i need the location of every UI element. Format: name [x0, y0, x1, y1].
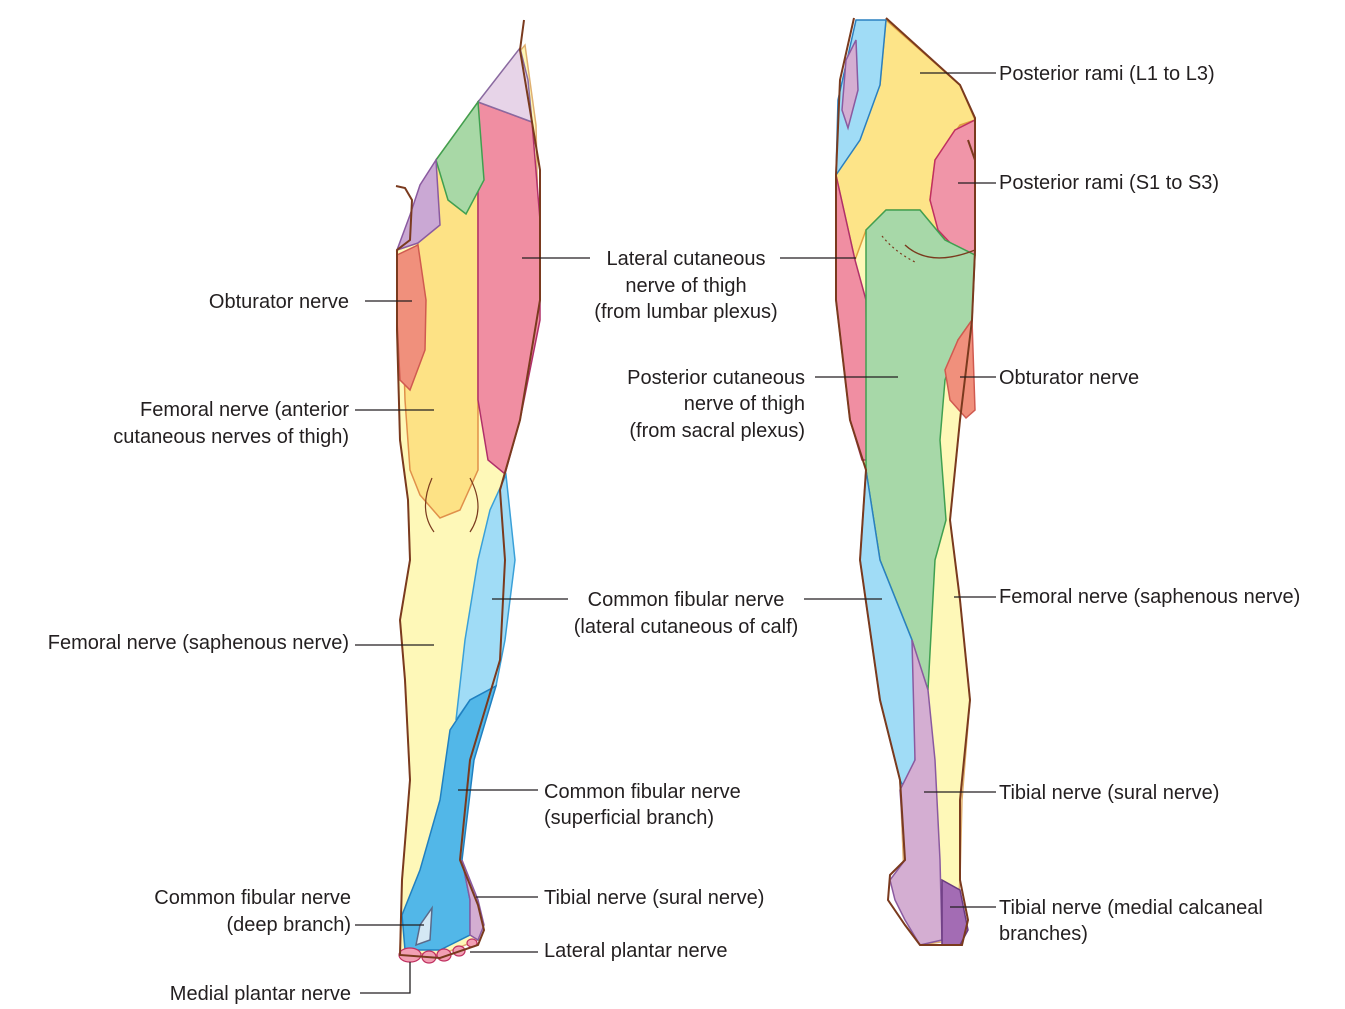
label-lateral-plantar: Lateral plantar nerve [544, 940, 727, 962]
posterior-labels: Posterior rami (L1 to L3) Posterior rami… [999, 63, 1300, 945]
center-labels: Lateral cutaneous nerve of thigh (from l… [574, 248, 805, 638]
label-fibular-deep: Common fibular nerve [154, 887, 351, 909]
anterior-knee-line [424, 477, 435, 533]
anterior-knee-line [469, 477, 479, 533]
label-tibial-sural-posterior: Tibial nerve (sural nerve) [999, 782, 1219, 804]
label-medial-plantar: Medial plantar nerve [170, 983, 351, 1005]
anterior-ilioinguinal-region [435, 99, 485, 216]
posterior-leg-outline [835, 17, 976, 946]
anterior-leg [395, 19, 541, 964]
label-lateral-cutaneous: (from lumbar plexus) [594, 301, 777, 323]
label-fibular-superficial: (superficial branch) [544, 807, 714, 829]
anterior-lateral-cutaneous-region [477, 100, 541, 476]
label-posterior-cutaneous: nerve of thigh [684, 393, 805, 415]
label-fibular-lateral: (lateral cutaneous of calf) [574, 616, 799, 638]
posterior-gluteal-fold-dotted [881, 235, 916, 263]
posterior-obturator-region [944, 317, 976, 420]
label-fibular-superficial: Common fibular nerve [544, 781, 741, 803]
label-lateral-cutaneous: Lateral cutaneous [606, 248, 765, 270]
label-fibular-deep: (deep branch) [226, 914, 351, 936]
label-obturator-anterior: Obturator nerve [209, 291, 349, 313]
label-posterior-cutaneous: (from sacral plexus) [629, 420, 805, 442]
label-tibial-sural-anterior: Tibial nerve (sural nerve) [544, 887, 764, 909]
label-femoral-saphenous-anterior: Femoral nerve (saphenous nerve) [48, 632, 349, 654]
label-femoral-anterior: cutaneous nerves of thigh) [113, 426, 349, 448]
leader-medial-plantar [360, 962, 411, 994]
posterior-gluteal-fold [904, 244, 976, 259]
leader-lines [355, 72, 996, 994]
anterior-fibular-deep-region [415, 905, 433, 947]
label-lateral-cutaneous: nerve of thigh [625, 275, 746, 297]
label-fibular-lateral: Common fibular nerve [588, 589, 785, 611]
label-tibial-calcaneal: branches) [999, 923, 1088, 945]
anterior-genital-region [476, 46, 533, 124]
label-femoral-anterior: Femoral nerve (anterior [140, 399, 349, 421]
label-rami-l: Posterior rami (L1 to L3) [999, 63, 1215, 85]
anterior-genitofemoral-region [395, 157, 441, 252]
label-posterior-cutaneous: Posterior cutaneous [627, 367, 805, 389]
label-obturator-posterior: Obturator nerve [999, 367, 1139, 389]
label-tibial-calcaneal: Tibial nerve (medial calcaneal [999, 897, 1263, 919]
posterior-upper-strip-region [841, 39, 859, 131]
anterior-leg-outline [395, 19, 541, 960]
posterior-leg [835, 17, 977, 946]
label-rami-s: Posterior rami (S1 to S3) [999, 172, 1219, 194]
label-femoral-saphenous-posterior: Femoral nerve (saphenous nerve) [999, 586, 1300, 608]
anterior-labels: Obturator nerve Femoral nerve (anterior … [48, 291, 765, 1005]
